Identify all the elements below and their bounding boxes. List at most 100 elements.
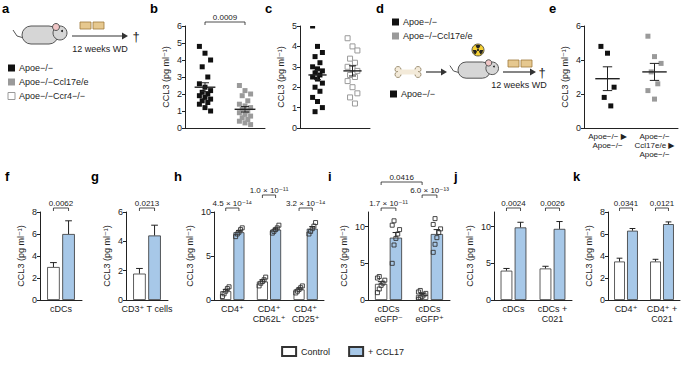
svg-text:CD4⁺: CD4⁺ <box>258 304 281 314</box>
svg-text:0.0416: 0.0416 <box>389 173 414 182</box>
svg-text:1.7 × 10⁻¹¹: 1.7 × 10⁻¹¹ <box>369 199 408 208</box>
svg-text:2: 2 <box>32 273 37 283</box>
svg-text:0.0062: 0.0062 <box>49 199 74 208</box>
svg-text:CCL3 (pg ml⁻¹): CCL3 (pg ml⁻¹) <box>16 225 26 286</box>
svg-text:CCL3 (pg ml⁻¹): CCL3 (pg ml⁻¹) <box>276 46 286 107</box>
svg-text:0: 0 <box>206 295 211 305</box>
svg-text:cDCs: cDCs <box>378 304 400 314</box>
svg-text:5: 5 <box>177 38 182 48</box>
svg-text:8: 8 <box>32 207 37 217</box>
svg-text:c: c <box>265 1 272 16</box>
svg-text:CD62L⁺: CD62L⁺ <box>253 314 286 324</box>
svg-text:6: 6 <box>118 207 123 217</box>
svg-text:4: 4 <box>118 236 123 246</box>
svg-text:a: a <box>2 1 10 16</box>
svg-text:CD4⁺: CD4⁺ <box>221 304 244 314</box>
svg-text:5: 5 <box>206 251 211 261</box>
svg-text:†: † <box>132 29 139 44</box>
svg-text:CD4⁺ +: CD4⁺ + <box>647 304 678 314</box>
svg-text:3: 3 <box>292 62 297 72</box>
svg-text:cDCs: cDCs <box>419 304 441 314</box>
svg-text:1: 1 <box>292 103 297 113</box>
svg-text:6: 6 <box>600 229 605 239</box>
svg-text:5: 5 <box>360 258 365 268</box>
svg-text:5: 5 <box>486 258 491 268</box>
svg-text:Apoe−/−: Apoe−/− <box>403 17 437 27</box>
svg-text:0: 0 <box>600 295 605 305</box>
svg-text:0.0024: 0.0024 <box>501 199 526 208</box>
svg-text:C021: C021 <box>651 314 673 324</box>
svg-text:CD25⁺: CD25⁺ <box>292 314 320 324</box>
svg-text:Apoe−/− ▶: Apoe−/− ▶ <box>588 132 627 141</box>
svg-text:CCL3 (pg ml⁻¹): CCL3 (pg ml⁻¹) <box>339 225 349 286</box>
svg-text:4: 4 <box>576 55 581 65</box>
svg-text:CD4⁺: CD4⁺ <box>615 304 638 314</box>
svg-text:10: 10 <box>201 207 211 217</box>
svg-text:10: 10 <box>481 222 491 232</box>
svg-text:0.0009: 0.0009 <box>213 13 238 22</box>
svg-text:1: 1 <box>177 106 182 116</box>
svg-text:0.0121: 0.0121 <box>650 199 675 208</box>
svg-text:2: 2 <box>600 273 605 283</box>
svg-text:Apoe−/−Ccl17e/e: Apoe−/−Ccl17e/e <box>403 31 473 41</box>
svg-text:d: d <box>376 1 384 16</box>
svg-text:0: 0 <box>292 123 297 133</box>
svg-text:CCL3 (pg ml⁻¹): CCL3 (pg ml⁻¹) <box>584 225 594 286</box>
svg-text:4: 4 <box>292 41 297 51</box>
svg-text:6.0 × 10⁻¹³: 6.0 × 10⁻¹³ <box>410 186 449 195</box>
svg-text:0: 0 <box>486 295 491 305</box>
svg-text:C021: C021 <box>542 314 564 324</box>
svg-text:†: † <box>538 65 545 80</box>
svg-text:5: 5 <box>292 21 297 31</box>
svg-text:Ccl17e/e ▶: Ccl17e/e ▶ <box>635 141 676 150</box>
svg-text:0: 0 <box>32 295 37 305</box>
svg-text:4: 4 <box>600 251 605 261</box>
svg-text:eGFP⁻: eGFP⁻ <box>374 314 403 324</box>
svg-text:2: 2 <box>292 82 297 92</box>
svg-text:0.0026: 0.0026 <box>540 199 565 208</box>
svg-text:f: f <box>5 169 10 184</box>
svg-text:8: 8 <box>600 207 605 217</box>
svg-text:Apoe−/−: Apoe−/− <box>401 89 435 99</box>
svg-text:0.0213: 0.0213 <box>135 199 160 208</box>
svg-text:12 weeks WD: 12 weeks WD <box>72 44 128 54</box>
svg-text:e: e <box>549 1 556 16</box>
svg-text:CD3⁺ T cells: CD3⁺ T cells <box>122 304 173 314</box>
svg-text:CCL3 (pg ml⁻¹): CCL3 (pg ml⁻¹) <box>161 46 171 107</box>
svg-text:12 weeks WD: 12 weeks WD <box>491 80 547 90</box>
svg-text:2: 2 <box>177 89 182 99</box>
svg-text:Apoe−/−Ccl17e/e: Apoe−/−Ccl17e/e <box>19 77 89 87</box>
svg-text:3.2 × 10⁻¹⁴: 3.2 × 10⁻¹⁴ <box>286 199 326 208</box>
svg-text:CD4⁺: CD4⁺ <box>294 304 317 314</box>
svg-text:CCL3 (pg ml⁻¹): CCL3 (pg ml⁻¹) <box>560 46 570 107</box>
svg-text:6: 6 <box>177 21 182 31</box>
svg-text:b: b <box>150 1 158 16</box>
svg-text:Control: Control <box>301 347 330 357</box>
svg-text:2: 2 <box>576 89 581 99</box>
svg-text:h: h <box>174 169 182 184</box>
svg-text:eGFP⁺: eGFP⁺ <box>415 314 444 324</box>
svg-text:k: k <box>573 169 581 184</box>
svg-text:cDCs: cDCs <box>503 304 525 314</box>
svg-text:j: j <box>453 169 458 184</box>
svg-text:0: 0 <box>177 123 182 133</box>
svg-text:i: i <box>328 169 332 184</box>
svg-text:Apoe−/−: Apoe−/− <box>639 150 670 159</box>
svg-text:0.0341: 0.0341 <box>614 199 639 208</box>
svg-text:1.0 × 10⁻¹¹: 1.0 × 10⁻¹¹ <box>250 186 289 195</box>
svg-text:cDCs: cDCs <box>50 304 72 314</box>
svg-text:4: 4 <box>177 55 182 65</box>
svg-text:4.5 × 10⁻¹⁴: 4.5 × 10⁻¹⁴ <box>213 199 253 208</box>
svg-text:CCL3 (pg ml⁻¹): CCL3 (pg ml⁻¹) <box>465 225 475 286</box>
svg-text:cDCs +: cDCs + <box>538 304 568 314</box>
svg-text:CCL3 (pg ml⁻¹): CCL3 (pg ml⁻¹) <box>102 225 112 286</box>
svg-text:Apoe−/−Ccr4−/−: Apoe−/−Ccr4−/− <box>19 91 85 101</box>
svg-text:6: 6 <box>32 229 37 239</box>
svg-text:0: 0 <box>360 295 365 305</box>
svg-text:2: 2 <box>118 266 123 276</box>
svg-text:Apoe−/−: Apoe−/− <box>639 132 670 141</box>
svg-text:10: 10 <box>355 222 365 232</box>
svg-text:4: 4 <box>32 251 37 261</box>
svg-text:CCL3 (pg ml⁻¹): CCL3 (pg ml⁻¹) <box>185 225 195 286</box>
svg-text:Apoe−/−: Apoe−/− <box>592 141 623 150</box>
